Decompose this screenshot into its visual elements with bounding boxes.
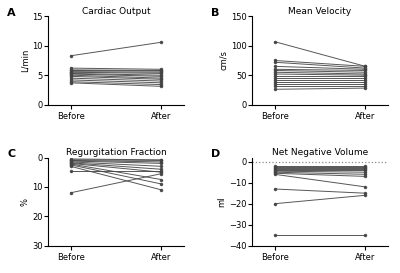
- Text: D: D: [211, 149, 220, 159]
- Title: Regurgitation Fraction: Regurgitation Fraction: [66, 148, 166, 157]
- Text: A: A: [7, 8, 16, 17]
- Title: Net Negative Volume: Net Negative Volume: [272, 148, 368, 157]
- Y-axis label: L/min: L/min: [20, 49, 29, 72]
- Title: Mean Velocity: Mean Velocity: [288, 7, 352, 16]
- Y-axis label: ml: ml: [217, 196, 226, 207]
- Text: C: C: [7, 149, 15, 159]
- Y-axis label: %: %: [20, 198, 29, 206]
- Y-axis label: cm/s: cm/s: [219, 51, 228, 70]
- Text: B: B: [211, 8, 220, 17]
- Title: Cardiac Output: Cardiac Output: [82, 7, 150, 16]
